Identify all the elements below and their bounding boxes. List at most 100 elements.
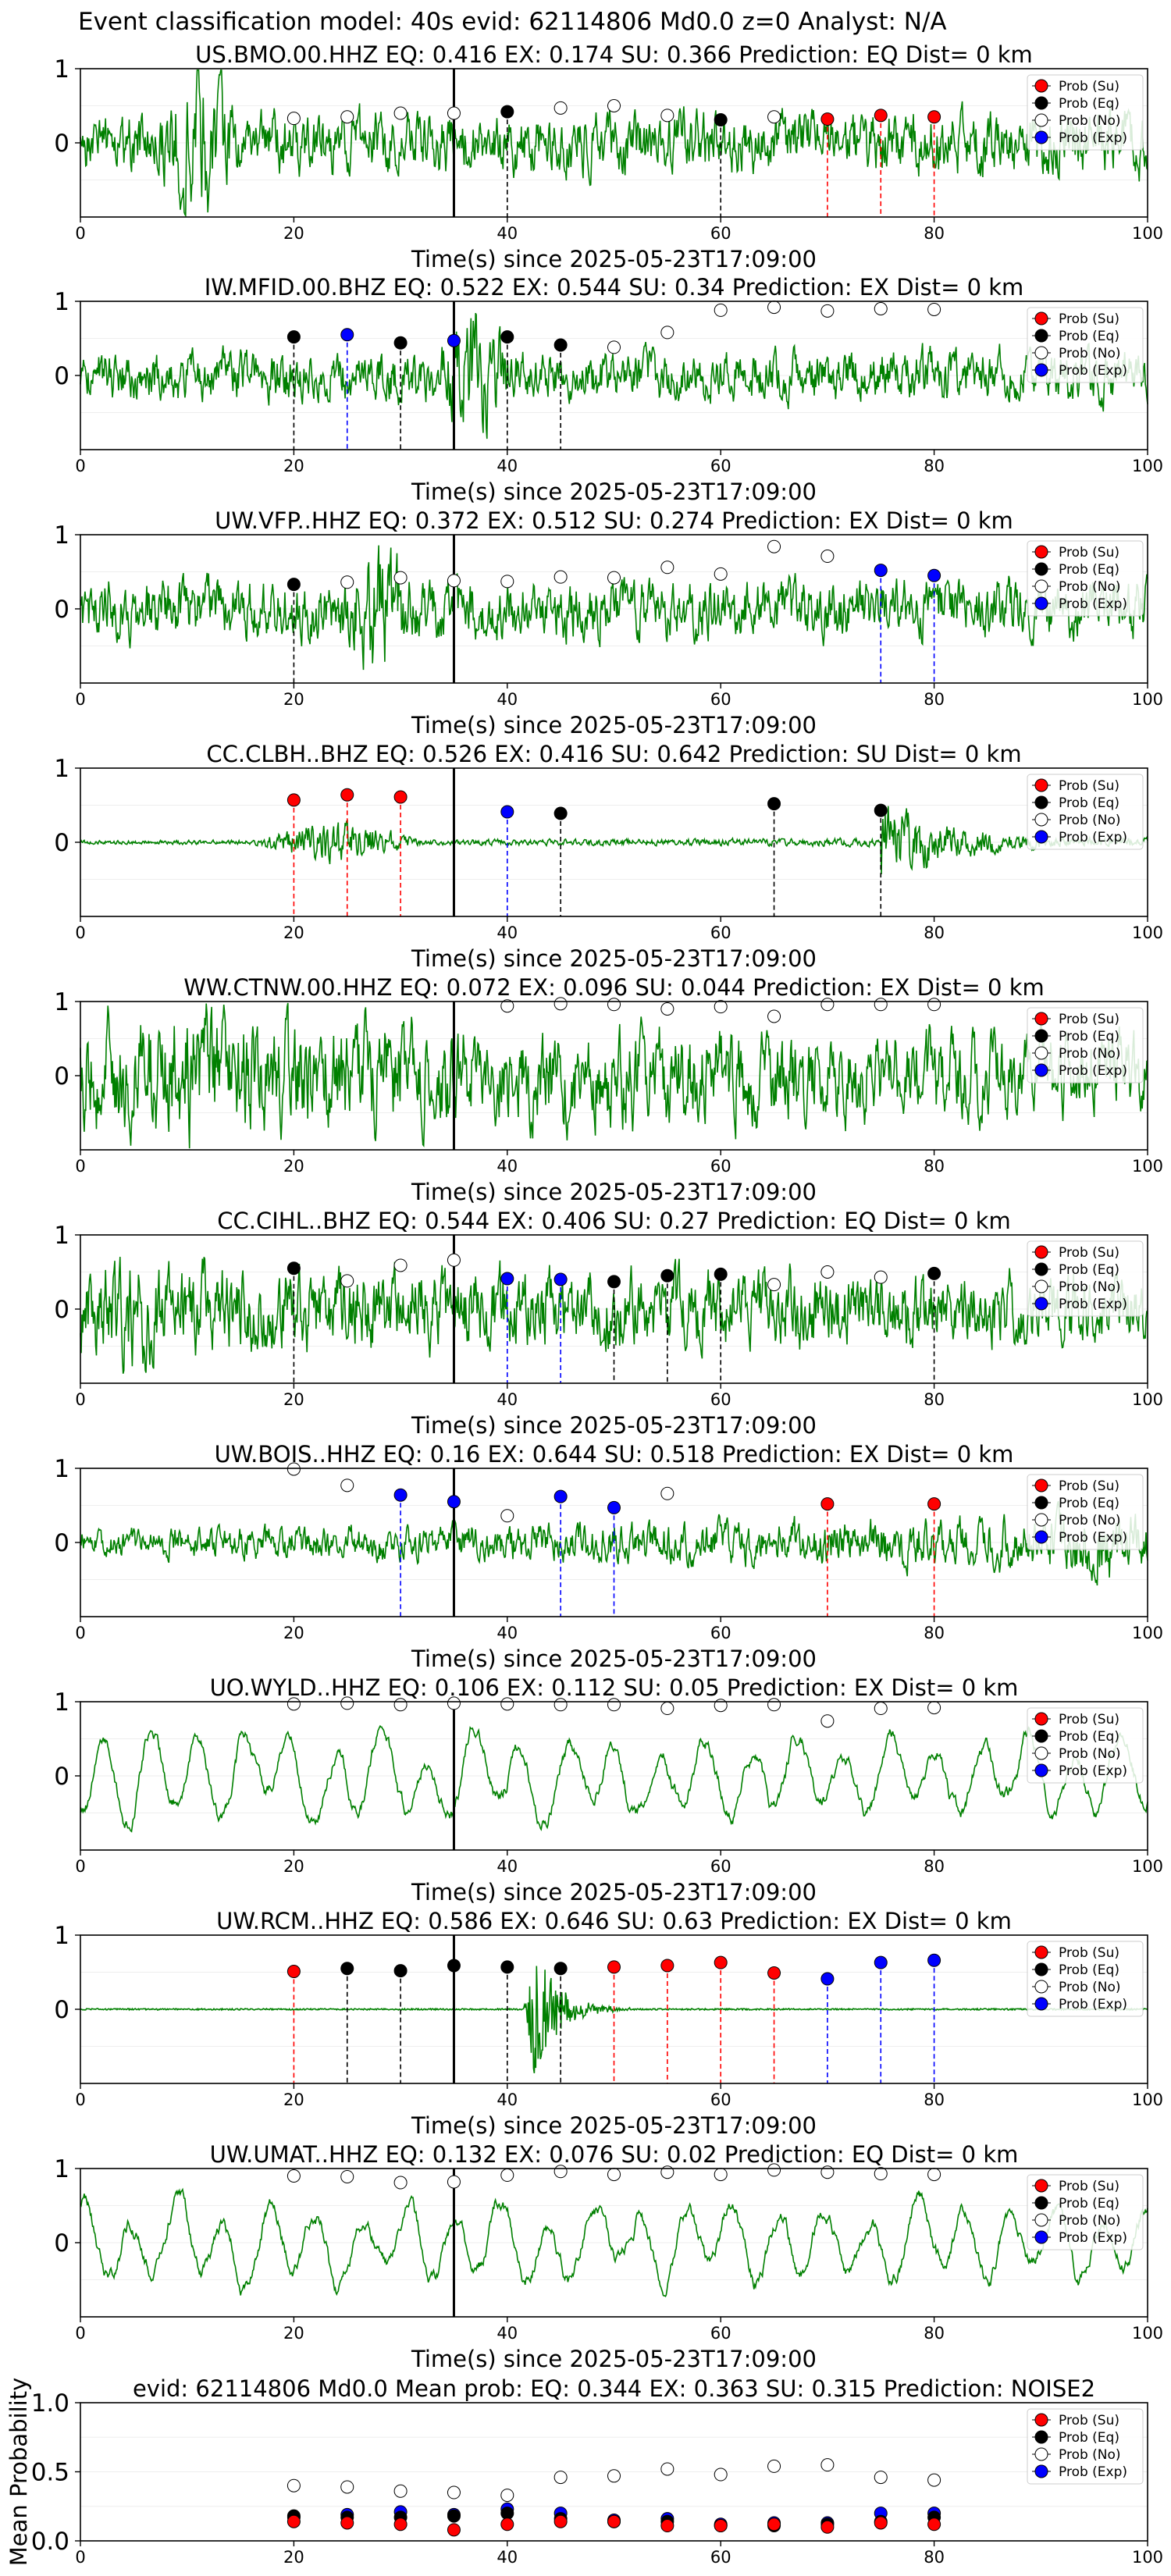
prob-point-eq: [287, 331, 300, 343]
y-tick-label: 1: [54, 288, 69, 316]
prob-point-su: [821, 1498, 834, 1510]
prob-point-su: [608, 1961, 621, 1973]
x-tick-label: 40: [497, 2090, 518, 2109]
x-tick-label: 0: [75, 1624, 85, 1642]
mean-point-su: [768, 2518, 781, 2531]
prob-point-no: [554, 998, 567, 1010]
prob-point-eq: [874, 804, 887, 817]
x-tick-label: 40: [497, 2324, 518, 2343]
mean-point-su: [554, 2515, 567, 2528]
prob-point-su: [714, 1956, 727, 1969]
x-tick-label: 20: [283, 2548, 304, 2567]
x-tick-label: 40: [497, 1624, 518, 1642]
mean-point-no: [447, 2486, 460, 2499]
mean-point-su: [394, 2518, 407, 2531]
y-tick-label: 0.5: [31, 2459, 69, 2487]
prob-point-no: [874, 998, 887, 1011]
prob-point-no: [714, 1699, 727, 1712]
legend-marker-exp: [1035, 597, 1048, 610]
legend-label-exp: Prob (Exp): [1059, 830, 1127, 845]
mean-point-no: [928, 2474, 941, 2486]
y-tick-label: 1: [54, 988, 69, 1016]
mean-point-su: [287, 2515, 300, 2528]
legend-marker-su: [1035, 1713, 1048, 1725]
y-tick-label: 0: [54, 1062, 69, 1091]
prob-point-exp: [928, 1954, 941, 1966]
mean-point-eq: [447, 2510, 460, 2522]
panel-11: evid: 62114806 Md0.0 Mean prob: EQ: 0.34…: [5, 2375, 1163, 2567]
legend-marker-exp: [1035, 1531, 1048, 1543]
legend-marker-exp: [1035, 2231, 1048, 2243]
x-tick-label: 80: [924, 923, 945, 942]
prob-point-no: [341, 2170, 354, 2183]
x-axis-label: Time(s) since 2025-05-23T17:09:00: [411, 712, 817, 738]
legend-label-eq: Prob (Eq): [1059, 1729, 1119, 1745]
x-axis-label: Time(s) since 2025-05-23T17:09:00: [411, 2112, 817, 2139]
prob-point-eq: [714, 114, 727, 126]
prob-point-no: [821, 2166, 834, 2179]
x-tick-label: 0: [75, 457, 85, 475]
mean-point-su: [501, 2518, 514, 2531]
legend-marker-eq: [1035, 796, 1048, 809]
y-tick-label: 0: [54, 130, 69, 158]
legend-marker-exp: [1035, 2465, 1048, 2478]
x-tick-label: 0: [75, 1857, 85, 1876]
prob-point-no: [341, 1697, 354, 1710]
legend-marker-eq: [1035, 329, 1048, 342]
prob-point-no: [287, 112, 300, 125]
legend-marker-exp: [1035, 1064, 1048, 1076]
x-tick-label: 40: [497, 1157, 518, 1176]
legend-label-exp: Prob (Exp): [1059, 1063, 1127, 1079]
prob-point-exp: [554, 1273, 567, 1286]
x-tick-label: 60: [710, 1157, 731, 1176]
legend-label-eq: Prob (Eq): [1059, 1262, 1119, 1278]
panel-title: UO.WYLD..HHZ EQ: 0.106 EX: 0.112 SU: 0.0…: [210, 1674, 1019, 1701]
prob-point-su: [287, 1966, 300, 1978]
legend-marker-no: [1035, 813, 1048, 826]
prob-point-no: [341, 1275, 354, 1287]
prob-point-no: [554, 1699, 567, 1711]
prob-point-no: [768, 1010, 781, 1023]
x-axis-label: Time(s) since 2025-05-23T17:09:00: [411, 1646, 817, 1672]
panel-1: US.BMO.00.HHZ EQ: 0.416 EX: 0.174 SU: 0.…: [54, 41, 1163, 272]
x-tick-label: 60: [710, 457, 731, 475]
prob-point-no: [287, 1463, 300, 1475]
y-tick-label: 0.0: [31, 2528, 69, 2556]
mean-point-no: [661, 2463, 674, 2475]
y-tick-label: 0: [54, 2229, 69, 2258]
prob-point-no: [341, 111, 354, 123]
legend-label-no: Prob (No): [1059, 113, 1121, 129]
mean-point-no: [714, 2468, 727, 2481]
panel-9: UW.RCM..HHZ EQ: 0.586 EX: 0.646 SU: 0.63…: [54, 1908, 1163, 2139]
x-tick-label: 0: [75, 690, 85, 709]
x-tick-label: 0: [75, 2548, 85, 2567]
legend-label-su: Prob (Su): [1059, 1478, 1119, 1494]
prob-point-exp: [821, 1973, 834, 1985]
panel-title: US.BMO.00.HHZ EQ: 0.416 EX: 0.174 SU: 0.…: [195, 41, 1033, 68]
legend-marker-su: [1035, 1479, 1048, 1492]
legend-marker-su: [1035, 1946, 1048, 1959]
prob-point-no: [768, 1699, 781, 1711]
mean-point-su: [341, 2517, 354, 2529]
y-tick-label: 0: [54, 362, 69, 390]
prob-point-su: [341, 788, 354, 801]
legend-label-su: Prob (Su): [1059, 778, 1119, 794]
y-tick-label: 0: [54, 1296, 69, 1324]
prob-point-no: [447, 575, 460, 587]
legend-label-exp: Prob (Exp): [1059, 1997, 1127, 2012]
legend-marker-eq: [1035, 2431, 1048, 2443]
waveform-trace: [80, 546, 1148, 671]
prob-point-eq: [554, 339, 567, 351]
legend-label-eq: Prob (Eq): [1059, 1496, 1119, 1511]
prob-point-no: [661, 561, 674, 574]
prob-point-no: [714, 1001, 727, 1013]
prob-point-no: [768, 540, 781, 553]
x-tick-label: 0: [75, 2324, 85, 2343]
prob-point-no: [661, 109, 674, 122]
legend-marker-no: [1035, 1047, 1048, 1059]
x-tick-label: 60: [710, 1857, 731, 1876]
x-tick-label: 20: [283, 1157, 304, 1176]
x-axis-label: Time(s) since 2025-05-23T17:09:00: [411, 1412, 817, 1439]
x-tick-label: 20: [283, 690, 304, 709]
x-tick-label: 80: [924, 1857, 945, 1876]
